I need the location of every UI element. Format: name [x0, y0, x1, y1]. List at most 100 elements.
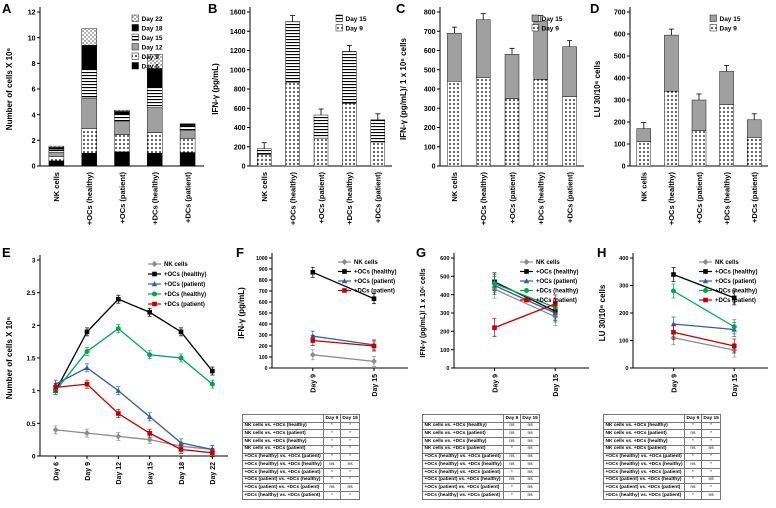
comparison-label: +OCs (patient) vs. +DCs (healthy) [421, 475, 505, 485]
significance-value: * [684, 452, 702, 462]
chart-text: 100 [424, 144, 436, 151]
significance-value: * [700, 460, 722, 469]
square-marker [310, 338, 316, 343]
square-marker [703, 297, 708, 303]
chart-text: 0 [242, 164, 246, 171]
significance-table-wrap-g: Day 9 Day 15 NK cells vs. +OCs (healthy) ns… [421, 414, 597, 500]
chart-text: 3 [32, 257, 36, 264]
bar-segment-day-9 [664, 90, 679, 167]
series-line-+ocs-(healthy) [312, 271, 375, 300]
chart-a-cell-number-stacked-bars: 0 2 4 6 8 10 12 Number of cells X 10⁶ NK cells +O… [5, 7, 204, 226]
significance-value: * [323, 429, 341, 439]
y-axis-label: IFN-γ (pg/mL)/ 1 x 10⁶ cells [420, 268, 427, 357]
bar-segment-day-15 [447, 32, 462, 82]
table-row: +DCs (healthy) vs. +DCs (patient) * ns [421, 491, 541, 500]
square-marker [371, 343, 377, 349]
panel-c: C 0 100 200 300 400 500 600 700 800 IFN-γ (pg/mL)… [396, 1, 590, 244]
comparison-label: +OCs (patient) vs. +DCs (healthy) [241, 475, 325, 485]
chart-text: 800 [259, 278, 268, 284]
chart-text: 2 [32, 138, 36, 145]
significance-value: ns [503, 452, 521, 462]
circle-marker [147, 352, 153, 358]
square-marker [371, 296, 377, 301]
bar-segment-day-22 [48, 145, 65, 148]
bar-segment-day-6 [48, 160, 65, 167]
diamond-marker [115, 433, 122, 440]
chart-text: 100 [619, 339, 628, 345]
chart-text: 100 [614, 142, 626, 149]
x-tick-label: Day 18 [179, 462, 186, 485]
significance-value: ns [503, 421, 521, 431]
chart-text: 0 [32, 164, 36, 171]
chart-text: 12 [28, 10, 36, 17]
significance-value: ns [519, 444, 541, 454]
table-row: NK cells vs. +DCs (patient) * * [241, 444, 361, 454]
panel-g: G 0 100 200 300 400 500 600 IFN-γ (pg/mL)/ 1 x … [416, 245, 597, 508]
chart-text: 800 [234, 87, 246, 94]
significance-value: * [684, 475, 702, 485]
series-line-+ocs-(healthy) [494, 281, 556, 312]
y-axis-label: IFN-γ (pg/mL) [211, 63, 220, 115]
significance-value: ns [339, 483, 361, 493]
significance-value: ns [519, 429, 541, 439]
significance-value: ns [700, 491, 722, 500]
bar-segment-day-15 [81, 69, 97, 99]
x-category-label: +OCs (healthy) [479, 172, 488, 226]
chart-text: 300 [614, 98, 626, 105]
chart-text: 0 [446, 366, 449, 372]
chart-text: 8 [32, 61, 36, 68]
chart-text: 100 [440, 348, 449, 354]
series-line-nk-cells [494, 288, 556, 318]
significance-value: * [339, 467, 361, 477]
circle-marker [703, 288, 708, 293]
square-marker [116, 411, 121, 416]
series-line-+dcs-(patient) [312, 339, 375, 347]
legend-swatch [709, 14, 717, 22]
chart-text: 200 [619, 311, 628, 317]
triangle-marker [178, 440, 184, 446]
square-marker [552, 301, 558, 307]
table-row: +OCs (healthy) vs. +DCs (healthy) ns ns [241, 460, 361, 469]
table-row: +DCs (healthy) vs. +DCs (patient) * ns [602, 491, 722, 500]
bar-segment-day-15 [691, 99, 707, 132]
series-line-nk-cells [55, 429, 213, 451]
chart-text: 500 [259, 311, 268, 317]
x-category-label: +DCs (patient) [374, 171, 383, 223]
series-line-+dcs-(patient) [494, 303, 556, 329]
square-marker [84, 381, 90, 387]
table-row: +OCs (healthy) vs. +DCs (patient) * * [602, 467, 722, 477]
comparison-label: NK cells vs. +OCs (healthy) [602, 421, 686, 431]
triangle-marker [151, 281, 158, 287]
significance-value: * [339, 437, 361, 446]
chart-text: 1 [32, 388, 36, 395]
x-tick-label: Day 9 [85, 462, 92, 481]
significance-value: ns [323, 483, 341, 493]
x-category-label: +OCs (healthy) [288, 172, 297, 226]
legend-swatch [131, 33, 139, 41]
legend-swatch [335, 14, 343, 22]
bar-segment-day-22 [81, 28, 97, 46]
x-category-label: +OCs (healthy) [85, 172, 94, 226]
square-marker [210, 368, 215, 374]
table-row: +OCs (healthy) vs. +OCs (patient) ns ns [421, 452, 541, 462]
significance-value: * [339, 421, 361, 431]
bar-segment-day-9 [562, 96, 577, 167]
panel-letter-f: F [236, 245, 244, 260]
x-tick-label: Day 15 [553, 374, 560, 397]
legend-swatch [335, 24, 343, 32]
chart-text: 400 [234, 125, 246, 132]
table-row: +OCs (healthy) vs. +DCs (healthy) ns * [602, 460, 722, 469]
x-category-label: +DCs (healthy) [537, 172, 546, 225]
comparison-label: NK cells vs. +DCs (patient) [241, 444, 325, 454]
x-tick-label: Day 12 [116, 462, 123, 485]
comparison-label: +OCs (healthy) vs. +DCs (patient) [241, 467, 325, 477]
legend-label: +DCs (patient) [354, 289, 395, 295]
table-row: NK cells vs. +OCs (patient) ns * [602, 429, 722, 439]
series-line-+ocs-(healthy) [55, 298, 213, 391]
legend-swatch [131, 24, 139, 32]
legend-label: +DCs (healthy) [536, 289, 578, 295]
chart-text: 100 [259, 355, 268, 361]
bar-segment-day-12 [114, 121, 130, 135]
bar-segment-day-9 [179, 138, 196, 153]
chart-text: 500 [614, 54, 626, 61]
